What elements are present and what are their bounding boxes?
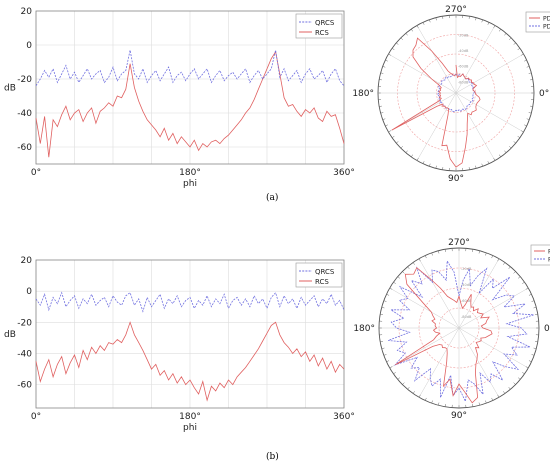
y-tick-label: 20: [21, 256, 33, 266]
polar-ring-label: -80dB: [458, 80, 469, 84]
y-tick-label: -60: [17, 381, 32, 391]
angle-label-right: 0°: [539, 89, 549, 99]
x-axis-label: phi: [183, 179, 197, 189]
y-tick-label: -20: [17, 75, 32, 85]
line-chart-b: 20 0 -20 -40 -60 0° 180° 360° phi dB QRCS RCS: [4, 256, 355, 433]
polar-chart-a: -20dB -40dB -60dB -80dB 270° 0° 90° 180° PDPDQ: [352, 5, 550, 184]
x-tick-label: 360°: [333, 412, 355, 422]
y-tick-label: 0: [26, 41, 32, 51]
line-chart-a: 20 0 -20 -40 -60 0° 180° 360° phi dB QRCS RCS: [4, 7, 355, 189]
y-axis-label: dB: [4, 84, 16, 94]
angle-label-left: 180°: [353, 324, 375, 334]
angle-label-left: 180°: [352, 89, 374, 99]
polar-ring-label: -20dB: [461, 267, 472, 271]
legend-label: PDQ: [543, 24, 550, 31]
x-tick-label: 360°: [333, 168, 355, 178]
angle-label-bottom: 90°: [451, 411, 467, 421]
panel-label-a: (a): [266, 193, 278, 203]
polar-ring-label: -80dB: [461, 315, 472, 319]
x-tick-label: 180°: [179, 168, 201, 178]
angle-label-top: 270°: [448, 238, 470, 248]
y-tick-label: 20: [21, 7, 33, 17]
x-tick-label: 180°: [179, 412, 201, 422]
legend-label: PD: [543, 16, 550, 23]
polar-ring-label: -40dB: [458, 49, 469, 53]
y-tick-label: 0: [26, 287, 32, 297]
legend-label: RCS: [315, 278, 329, 286]
x-tick-label: 0°: [31, 168, 41, 178]
y-axis-label: dB: [4, 330, 16, 340]
y-tick-label: -20: [17, 318, 32, 328]
legend-label: RCS: [315, 29, 329, 37]
x-axis-label: phi: [183, 423, 197, 433]
angle-label-top: 270°: [445, 5, 467, 15]
angle-label-right: 0°: [544, 324, 550, 334]
polar-ring-label: -20dB: [458, 34, 469, 38]
legend-label: QRCS: [315, 268, 335, 276]
polar-ring-label: -60dB: [458, 65, 469, 69]
panel-label-b: (b): [266, 452, 279, 462]
legend-label: QRCS: [315, 19, 335, 27]
y-tick-label: -40: [17, 109, 32, 119]
angle-label-bottom: 90°: [448, 174, 464, 184]
y-tick-label: -40: [17, 349, 32, 359]
x-tick-label: 0°: [31, 412, 41, 422]
y-tick-label: -60: [17, 143, 32, 153]
